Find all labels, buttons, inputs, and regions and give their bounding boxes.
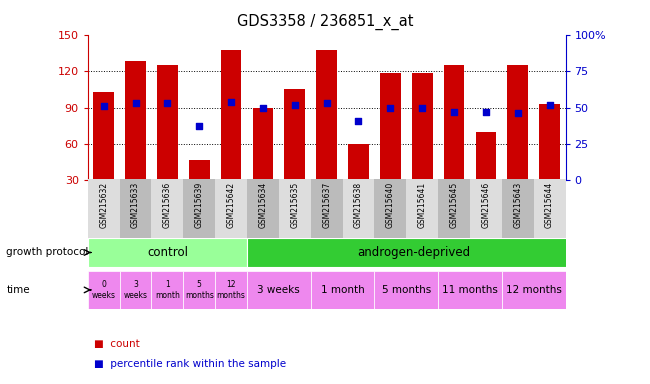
Text: GSM215643: GSM215643 (514, 182, 522, 228)
Bar (215, 179, 247, 238)
Bar (540, 104, 560, 180)
Bar (317, 50, 337, 180)
Bar (343, 179, 374, 238)
Bar (88, 271, 120, 309)
Text: GSM215645: GSM215645 (450, 182, 458, 228)
Text: androgen-deprived: androgen-deprived (358, 246, 471, 259)
Bar (120, 179, 151, 238)
Bar (508, 65, 528, 180)
Point (481, 109, 491, 115)
Bar (88, 179, 120, 238)
Bar (247, 179, 279, 238)
Bar (285, 89, 305, 180)
Text: 5
months: 5 months (185, 280, 214, 300)
Bar (534, 179, 566, 238)
Bar (88, 238, 247, 267)
Bar (183, 179, 215, 238)
Bar (215, 271, 247, 309)
Text: GSM215639: GSM215639 (195, 182, 203, 228)
Point (257, 104, 268, 111)
Text: GSM215635: GSM215635 (291, 182, 299, 228)
Point (130, 100, 141, 106)
Text: 1
month: 1 month (155, 280, 180, 300)
Point (544, 101, 554, 108)
Text: GSM215640: GSM215640 (386, 182, 395, 228)
Text: GSM215646: GSM215646 (482, 182, 490, 228)
Text: GSM215633: GSM215633 (131, 182, 140, 228)
Point (448, 109, 459, 115)
Text: 12
months: 12 months (216, 280, 246, 300)
Text: 11 months: 11 months (442, 285, 498, 295)
Bar (151, 271, 183, 309)
Point (321, 100, 332, 106)
Bar (247, 238, 581, 267)
Bar (183, 271, 215, 309)
Bar (502, 179, 534, 238)
Text: GSM215632: GSM215632 (99, 182, 108, 228)
Text: GSM215636: GSM215636 (163, 182, 172, 228)
Bar (151, 179, 183, 238)
Bar (374, 179, 406, 238)
Point (289, 101, 300, 108)
Bar (412, 73, 432, 180)
Bar (94, 92, 114, 180)
Text: GSM215642: GSM215642 (227, 182, 235, 228)
Text: GSM215641: GSM215641 (418, 182, 426, 228)
Text: 0
weeks: 0 weeks (92, 280, 116, 300)
Text: 3
weeks: 3 weeks (124, 280, 148, 300)
Point (162, 100, 173, 106)
Point (99, 103, 109, 109)
Bar (380, 73, 400, 180)
Bar (157, 65, 177, 180)
Point (226, 99, 237, 105)
Text: control: control (147, 246, 188, 259)
Point (512, 110, 523, 116)
Bar (247, 271, 311, 309)
Text: GSM215638: GSM215638 (354, 182, 363, 228)
Text: growth protocol: growth protocol (6, 247, 89, 258)
Text: 3 weeks: 3 weeks (257, 285, 300, 295)
Text: GSM215637: GSM215637 (322, 182, 331, 228)
Bar (438, 271, 502, 309)
Bar (311, 271, 374, 309)
Point (194, 123, 204, 129)
Bar (348, 144, 369, 180)
Bar (476, 132, 496, 180)
Text: GSM215644: GSM215644 (545, 182, 554, 228)
Bar (406, 179, 438, 238)
Text: ■  percentile rank within the sample: ■ percentile rank within the sample (94, 359, 287, 369)
Text: time: time (6, 285, 30, 295)
Bar (502, 271, 566, 309)
Point (354, 118, 364, 124)
Text: ■  count: ■ count (94, 339, 140, 349)
Text: 5 months: 5 months (382, 285, 431, 295)
Bar (444, 65, 464, 180)
Point (417, 104, 428, 111)
Bar (311, 179, 343, 238)
Text: GSM215634: GSM215634 (259, 182, 267, 228)
Bar (253, 108, 273, 180)
Bar (279, 179, 311, 238)
Text: GDS3358 / 236851_x_at: GDS3358 / 236851_x_at (237, 13, 413, 30)
Bar (189, 160, 209, 180)
Bar (470, 179, 502, 238)
Bar (221, 50, 241, 180)
Text: 1 month: 1 month (320, 285, 365, 295)
Text: 12 months: 12 months (506, 285, 562, 295)
Bar (374, 271, 438, 309)
Bar (120, 271, 151, 309)
Bar (125, 61, 146, 180)
Bar (438, 179, 470, 238)
Point (385, 104, 395, 111)
